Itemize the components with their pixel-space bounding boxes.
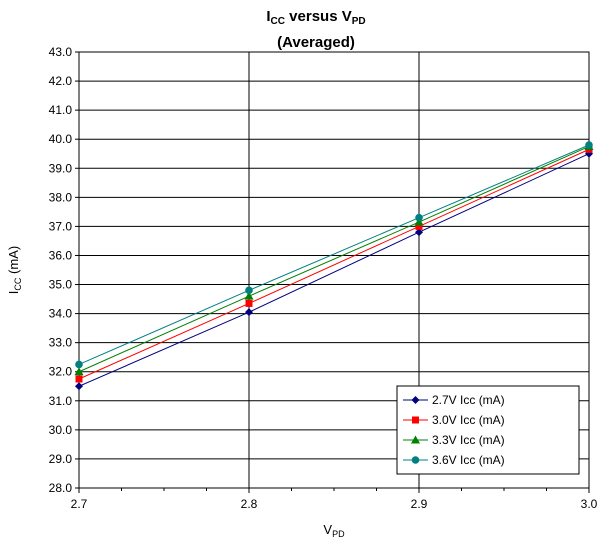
x-tick-labels: 2.7 2.8 2.9 3.0 <box>71 497 598 511</box>
y-tick-label: 42.0 <box>49 74 73 88</box>
x-tick-label: 2.7 <box>71 497 88 511</box>
y-tick-label: 34.0 <box>49 307 73 321</box>
x-tick-label: 3.0 <box>581 497 598 511</box>
data-point-diamond <box>245 308 253 317</box>
legend-box <box>396 385 580 475</box>
y-tick-label: 30.0 <box>49 423 73 437</box>
series-4 <box>75 141 593 369</box>
y-tick-label: 32.0 <box>49 365 73 379</box>
x-axis-label: VPD <box>323 522 345 539</box>
legend-item: 3.3V Icc (mA) <box>403 433 505 447</box>
y-tick-label: 29.0 <box>49 452 73 466</box>
data-point-square <box>412 416 419 424</box>
y-tick-label: 28.0 <box>49 481 73 495</box>
series-group <box>74 141 594 391</box>
data-point-circle <box>585 141 593 149</box>
y-tick-label: 35.0 <box>49 278 73 292</box>
y-tick-label: 40.0 <box>49 132 73 146</box>
data-point-square <box>245 299 253 307</box>
legend-label: 3.0V Icc (mA) <box>432 413 505 427</box>
y-tick-label: 33.0 <box>49 336 73 350</box>
legend-label: 3.6V Icc (mA) <box>432 453 505 467</box>
legend-label: 3.3V Icc (mA) <box>432 433 505 447</box>
y-tick-label: 38.0 <box>49 190 73 204</box>
y-tick-label: 43.0 <box>49 45 73 59</box>
legend-item: 3.6V Icc (mA) <box>403 453 505 467</box>
x-tick-label: 2.8 <box>241 497 258 511</box>
data-point-circle <box>75 360 83 369</box>
series-line <box>78 146 590 373</box>
data-point-triangle <box>411 435 420 444</box>
data-point-circle <box>415 213 423 222</box>
x-tick-label: 2.9 <box>411 497 428 511</box>
data-point-square <box>75 375 83 383</box>
data-point-diamond <box>415 228 423 237</box>
data-point-diamond <box>75 382 83 391</box>
data-point-triangle <box>414 217 424 226</box>
y-axis-label: ICC (mA) <box>6 246 23 294</box>
chart-subtitle: (Averaged) <box>277 34 355 51</box>
legend-item: 3.0V Icc (mA) <box>403 413 505 427</box>
y-tick-label: 31.0 <box>49 394 73 408</box>
data-point-circle <box>411 456 420 464</box>
series-line <box>78 148 590 380</box>
data-point-triangle <box>244 291 254 300</box>
axis-ticks <box>75 51 590 493</box>
y-tick-label: 36.0 <box>49 248 73 262</box>
y-tick-label: 41.0 <box>49 103 73 117</box>
legend-label: 2.7V Icc (mA) <box>432 393 505 407</box>
legend: 2.7V Icc (mA) 3.0V Icc (mA) 3.3V Icc (mA) 3… <box>396 385 580 475</box>
y-tick-label: 37.0 <box>49 219 73 233</box>
y-tick-labels: 28.0 29.0 30.0 31.0 32.0 33.0 34.0 35.0 36.0 37.0… <box>49 45 73 495</box>
series-line <box>78 153 590 387</box>
data-point-triangle <box>74 367 84 376</box>
legend-item: 2.7V Icc (mA) <box>403 393 505 407</box>
data-point-square <box>415 222 423 230</box>
chart-title: ICC versus VPD <box>266 8 365 27</box>
series-line <box>78 144 590 365</box>
y-tick-label: 39.0 <box>49 161 73 175</box>
data-point-diamond <box>411 396 420 404</box>
data-point-circle <box>245 286 253 295</box>
